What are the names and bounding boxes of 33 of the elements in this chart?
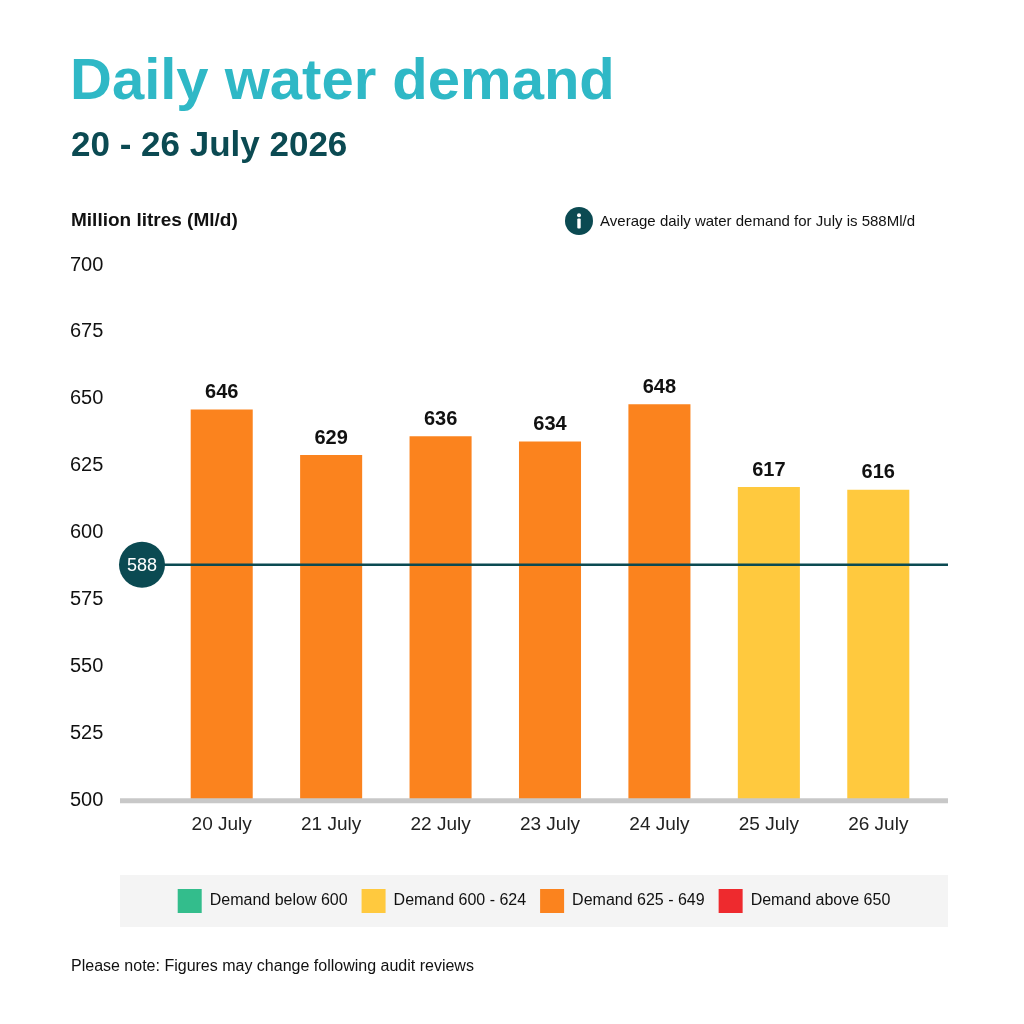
data-label: 634: [533, 412, 568, 435]
y-tick-label: 525: [70, 720, 104, 743]
y-axis-title: Million litres (Ml/d): [71, 208, 238, 232]
x-tick-label: 22 July: [410, 812, 472, 834]
y-tick-label: 500: [70, 787, 104, 810]
data-label: 629: [314, 425, 348, 448]
x-tick-label: 26 July: [848, 812, 909, 834]
data-label: 636: [423, 406, 458, 429]
data-label: 617: [752, 457, 786, 480]
y-tick-label: 550: [70, 653, 104, 676]
data-label: 646: [205, 380, 239, 403]
data-label: 616: [861, 460, 895, 483]
y-tick-label: 625: [70, 453, 104, 476]
chart-subtitle: 20 - 26 July 2026: [71, 123, 348, 165]
chart-title: Daily water demand: [70, 46, 615, 112]
y-tick-label: 600: [70, 520, 104, 543]
y-tick-label: 575: [70, 587, 104, 610]
x-tick-label: 20 July: [191, 812, 253, 834]
text: Please note: Figures may change following audit reviews: [71, 956, 474, 976]
x-tick-label: 21 July: [301, 812, 362, 834]
legend-label: Demand above 650: [750, 891, 891, 909]
data-label: 648: [642, 374, 677, 397]
text: Average daily water demand for July is 588Ml/d: [600, 211, 915, 231]
y-tick-label: 650: [70, 386, 104, 409]
y-tick-label: 700: [70, 252, 104, 275]
legend-label: Demand below 600: [209, 891, 348, 909]
x-tick-label: 23 July: [519, 812, 581, 834]
legend-label: Demand 600 - 624: [393, 891, 527, 909]
ref-line-label: 588: [126, 554, 158, 575]
y-tick-label: 675: [70, 319, 104, 342]
legend-label: Demand 625 - 649: [572, 891, 705, 909]
x-tick-label: 25 July: [738, 812, 800, 834]
x-tick-label: 24 July: [629, 812, 691, 834]
